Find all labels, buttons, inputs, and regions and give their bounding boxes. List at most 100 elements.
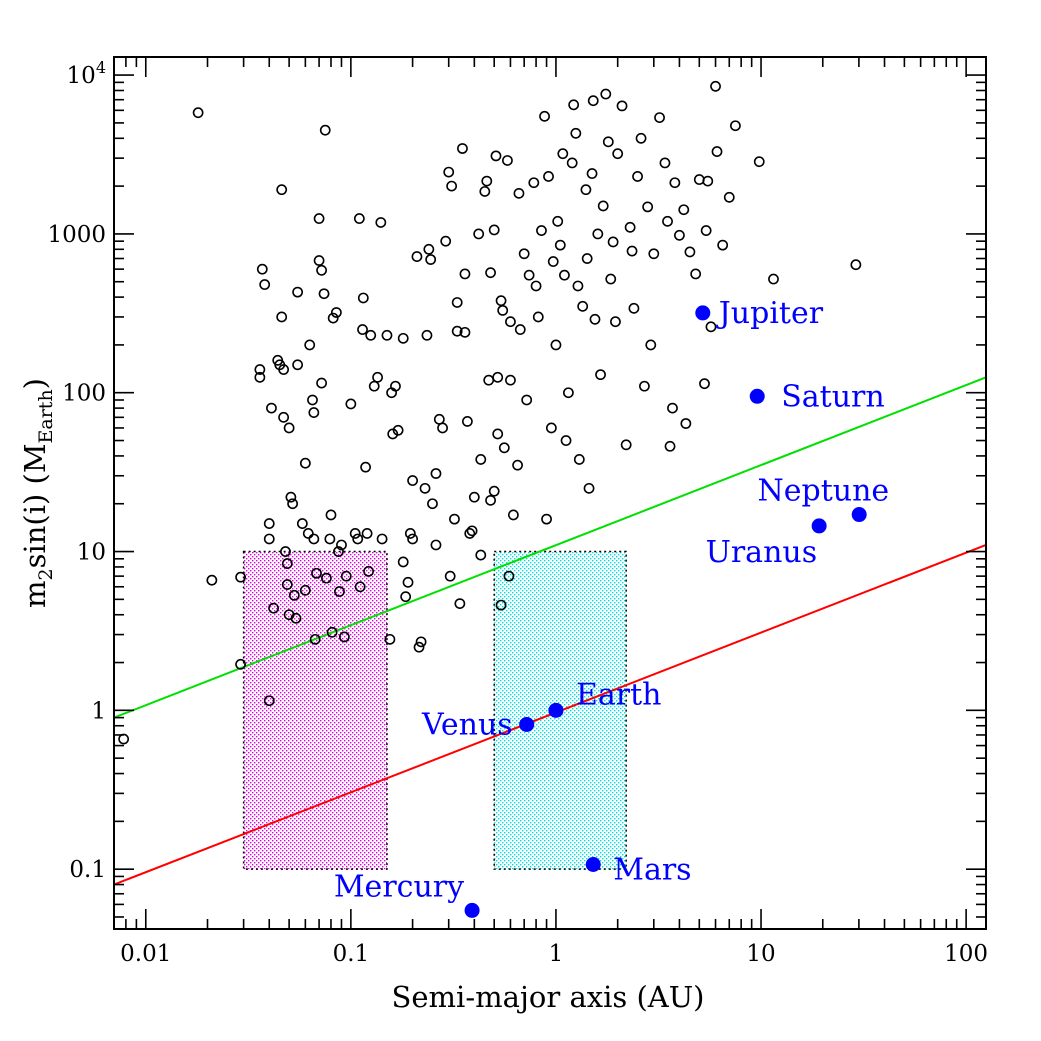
planet-mars-label: Mars [613,853,691,888]
exoplanet-point [421,329,433,341]
exoplanet-point [595,369,606,381]
exoplanet-point [330,307,342,318]
exoplanet-point [547,256,559,267]
exoplanet-point [850,259,862,271]
exoplanet-point [485,267,496,279]
exoplanet-point [498,442,510,454]
exoplanet-point [495,599,507,611]
exoplanet-point [192,107,204,119]
green-threshold-line [114,376,986,719]
exoplanet-point [440,235,452,247]
y-tick-label: 104 [67,58,106,89]
exoplanet-point [404,528,416,539]
planet-mercury-marker [464,902,480,918]
planet-saturn-marker [749,388,765,404]
exoplanet-point [430,468,442,479]
exoplanet-point [518,248,530,260]
exoplanet-point [449,513,460,525]
exoplanet-point [437,422,448,434]
exoplanet-point [292,359,304,371]
y-tick-label: 1 [91,698,106,724]
exoplanet-point [254,371,266,383]
exoplanet-point [635,132,647,144]
exoplanet-point [433,413,445,425]
exoplanet-point [581,253,593,264]
exoplanet-point [528,177,540,189]
planet-earth-marker [548,702,564,718]
exoplanet-point [492,428,504,440]
exoplanet-point [296,518,308,529]
exoplanet-point [552,215,564,227]
exoplanet-point [321,572,332,584]
exoplanet-point [407,475,418,486]
exoplanet-point [384,633,396,645]
exoplanet-point [488,224,500,236]
exoplanet-point [592,228,604,240]
exoplanet-point [402,576,414,588]
exoplanet-point [276,311,288,323]
exoplanet-point [586,168,598,179]
exoplanet-point [572,280,584,292]
exoplanet-point [316,377,327,389]
exoplanet-point [319,124,331,136]
exoplanet-point [278,364,290,375]
exoplanet-point [628,302,640,314]
exoplanet-point [597,200,609,212]
planet-jupiter-marker [695,305,711,321]
exoplanet-point [457,143,468,154]
exoplanet-point [536,225,547,236]
exoplanet-point [475,549,487,561]
planet-venus-label: Venus [421,707,513,742]
exoplanet-point [664,440,676,452]
exoplanet-point [488,485,500,497]
exoplanet-point [684,246,696,258]
exoplanet-point [266,402,277,414]
exoplanet-point [475,454,487,465]
exoplanet-point [580,184,592,196]
exoplanet-point [541,513,552,525]
exoplanet-point [368,380,380,392]
exoplanet-point [357,292,369,304]
exoplanet-point [451,297,463,308]
exoplanet-point [626,245,638,257]
exoplanet-point [415,636,427,648]
exoplanet-point [365,329,377,341]
exoplanet-point [397,556,409,568]
planet-mercury-label: Mercury [334,869,464,904]
exoplanet-point [495,295,507,307]
regions-layer [242,550,627,870]
exoplanet-point [568,99,580,111]
x-axis-title: Semi-major axis (AU) [392,980,705,1014]
exoplanet-point [307,394,318,406]
exoplanet-point [710,80,721,92]
planet-saturn-label: Saturn [781,379,884,414]
exoplanet-point [466,525,478,537]
exoplanet-point [562,387,574,399]
exoplanet-point [624,221,636,233]
exoplanet-point [354,581,366,593]
exoplanet-point [699,378,710,390]
exoplanet-point [674,229,685,241]
exoplanet-point [654,112,665,123]
exoplanet-point [281,558,293,569]
exoplanet-point [600,88,612,100]
exoplanet-point [446,180,458,192]
exoplanet-point [523,269,535,281]
exoplanet-point [505,374,516,386]
exoplanet-point [490,150,502,162]
exoplanet-point [283,422,295,434]
exoplanet-point [532,311,544,323]
planet-uranus-label: Uranus [706,535,818,570]
exoplanet-point [313,213,325,224]
exoplanet-point [285,491,297,503]
exoplanet-point [505,316,516,328]
exoplanet-point [276,184,288,196]
exoplanet-point [468,491,480,503]
y-axis-title: m2sin(i) (MEarth) [18,378,57,608]
exoplanet-point [288,589,300,601]
exoplanet-point [464,528,476,539]
exoplanet-point [559,269,570,281]
exoplanet-point [620,439,632,451]
exoplanet-point [667,402,678,414]
exoplanet-point [680,418,692,429]
